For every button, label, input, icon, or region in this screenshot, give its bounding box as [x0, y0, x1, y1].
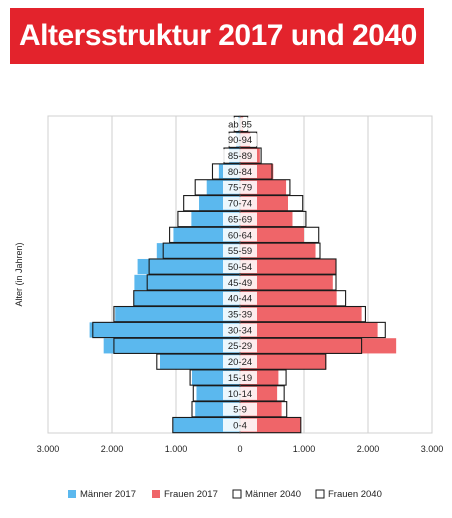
legend: Männer 2017 Frauen 2017 Männer 2040 Frauen …	[68, 489, 382, 500]
category-label: 5-9	[233, 405, 247, 416]
category-label-bg	[223, 212, 257, 226]
x-tick-label: 1.000	[293, 444, 316, 454]
category-label-bg	[223, 402, 257, 416]
x-tick-label: 2.000	[101, 444, 124, 454]
category-labels: ab 95 90-94 85-89 80-84 75-79 70-74 65-69 60-64…	[223, 117, 257, 432]
category-label: 25-29	[228, 341, 252, 352]
bar-maenner-2017	[103, 338, 241, 354]
category-label: 70-74	[228, 199, 252, 210]
category-label: 30-34	[228, 325, 252, 336]
category-label: 85-89	[228, 151, 252, 162]
category-label: 40-44	[228, 294, 252, 305]
category-label: 0-4	[233, 420, 247, 431]
x-tick-label: 2.000	[357, 444, 380, 454]
legend-label: Frauen 2040	[328, 489, 382, 500]
category-label: 35-39	[228, 310, 252, 321]
category-label-bg	[223, 164, 257, 178]
x-tick-label: 3.000	[421, 444, 444, 454]
category-label: 90-94	[228, 135, 252, 146]
bar-maenner-2017	[137, 258, 240, 275]
category-label: 50-54	[228, 262, 252, 273]
category-label-bg	[223, 149, 257, 163]
bar-frauen-2017	[240, 274, 333, 291]
bar-maenner-2017	[134, 274, 240, 291]
category-label: 55-59	[228, 246, 252, 257]
category-label: 75-79	[228, 183, 252, 194]
bar-frauen-2017	[240, 243, 316, 259]
category-label-bg	[223, 133, 257, 147]
legend-swatch	[232, 489, 242, 499]
category-label-bg	[223, 355, 257, 369]
category-label-bg	[223, 260, 257, 274]
legend-swatch	[315, 489, 325, 499]
category-label: 60-64	[228, 230, 252, 241]
legend-swatch	[152, 490, 160, 498]
legend-label: Männer 2040	[245, 489, 301, 500]
category-label: ab 95	[228, 119, 252, 130]
category-label-bg	[223, 244, 257, 258]
category-label: 80-84	[228, 167, 252, 178]
bar-frauen-2017	[240, 354, 327, 370]
bar-frauen-2017	[240, 258, 336, 275]
x-tick-labels: 3.000 2.000 1.000 0 1.000 2.000 3.000	[37, 444, 444, 454]
bar-maenner-2017	[89, 322, 240, 338]
category-label-bg	[223, 180, 257, 194]
category-label-bg	[223, 275, 257, 289]
category-label: 20-24	[228, 357, 252, 368]
bar-maenner-2017	[115, 306, 240, 322]
category-label-bg	[223, 386, 257, 400]
category-label-bg	[223, 323, 257, 337]
category-label-bg	[223, 228, 257, 242]
category-label-bg	[223, 418, 257, 432]
bar-maenner-2017	[156, 243, 240, 259]
category-label-bg	[223, 196, 257, 210]
category-label-bg	[223, 117, 257, 131]
category-label: 65-69	[228, 214, 252, 225]
bar-frauen-2017	[240, 290, 337, 306]
x-tick-label: 3.000	[37, 444, 60, 454]
category-label: 10-14	[228, 389, 252, 400]
category-label: 15-19	[228, 373, 252, 384]
bar-frauen-2017	[240, 306, 362, 322]
bar-frauen-2017	[240, 338, 397, 354]
category-label-bg	[223, 291, 257, 305]
category-label: 45-49	[228, 278, 252, 289]
bar-frauen-2017	[240, 322, 378, 338]
legend-label: Männer 2017	[80, 489, 136, 500]
y-axis-label: Alter (in Jahren)	[14, 242, 24, 306]
category-label-bg	[223, 307, 257, 321]
chart-title: Altersstruktur 2017 und 2040	[10, 8, 424, 64]
legend-label: Frauen 2017	[164, 489, 218, 500]
category-label-bg	[223, 371, 257, 385]
outline-bars	[92, 115, 386, 434]
bar-maenner-2017	[133, 290, 240, 306]
x-tick-label: 0	[237, 444, 242, 454]
x-tick-label: 1.000	[165, 444, 188, 454]
category-label-bg	[223, 339, 257, 353]
bar-maenner-2017	[160, 354, 240, 370]
legend-swatch	[68, 490, 76, 498]
